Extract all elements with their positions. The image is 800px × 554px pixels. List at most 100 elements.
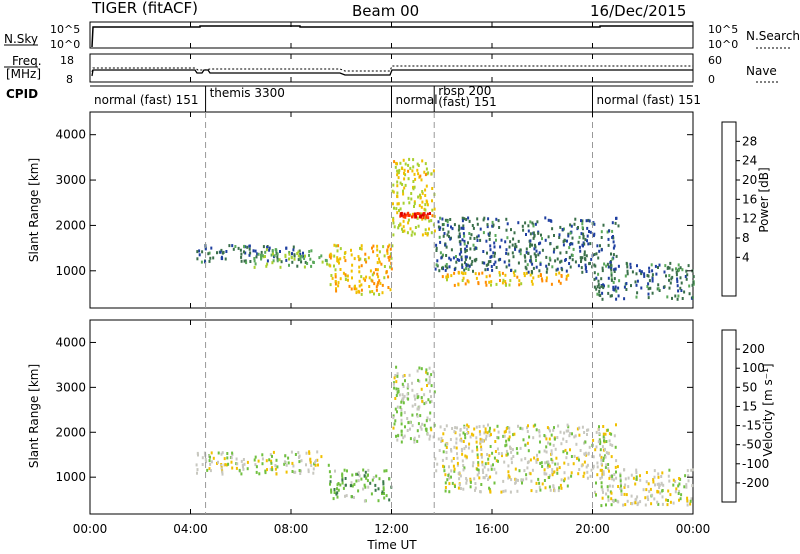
echo-cell (601, 468, 604, 472)
echo-cell (429, 426, 432, 430)
echo-cell (309, 460, 312, 464)
echo-cell (531, 282, 534, 286)
echo-cell (403, 212, 406, 216)
echo-cell (588, 219, 591, 223)
echo-cell (504, 280, 507, 283)
echo-cell (223, 457, 226, 461)
echo-cell (517, 424, 519, 428)
echo-cell (511, 251, 514, 255)
echo-cell (271, 466, 273, 470)
echo-cell (596, 285, 599, 289)
echo-cell (617, 500, 620, 504)
colorbar-tick-label: -15 (742, 419, 762, 433)
echo-cell (612, 253, 615, 257)
echo-cell (464, 436, 467, 440)
echo-cell (408, 373, 411, 377)
echo-cell (467, 216, 470, 220)
echo-cell (309, 257, 312, 261)
echo-cell (409, 166, 412, 170)
echo-cell (375, 288, 378, 292)
echo-cell (417, 422, 420, 426)
echo-cell (456, 463, 459, 467)
x-tick-label: 12:00 (374, 522, 409, 536)
echo-cell (611, 474, 614, 478)
echo-cell (560, 442, 563, 446)
echo-cell (567, 429, 570, 433)
echo-cell (402, 396, 405, 400)
echo-cell (551, 473, 554, 477)
echo-cell (573, 222, 576, 226)
echo-cell (420, 178, 423, 182)
echo-cell (505, 283, 507, 287)
echo-cell (428, 418, 431, 422)
echo-cell (568, 246, 571, 250)
echo-cell (461, 279, 464, 282)
echo-cell (458, 483, 461, 487)
echo-cell (437, 220, 440, 224)
echo-cell (231, 244, 234, 248)
echo-cell (483, 465, 486, 469)
echo-cell (610, 268, 613, 272)
echo-cell (447, 230, 450, 234)
echo-cell (411, 215, 413, 219)
echo-cell (365, 275, 368, 279)
echo-cell (523, 272, 526, 275)
echo-cell (347, 278, 349, 282)
echo-cell (535, 265, 538, 269)
echo-cell (599, 244, 601, 248)
echo-cell (488, 486, 491, 490)
echo-cell (324, 258, 327, 262)
echo-cell (455, 260, 458, 264)
echo-cell (445, 263, 448, 266)
echo-cell (396, 195, 399, 199)
echo-cell (453, 268, 456, 271)
echo-cell (400, 413, 403, 417)
echo-cell (550, 449, 553, 453)
echo-cell (548, 427, 550, 431)
echo-cell (441, 458, 444, 462)
echo-cell (600, 455, 603, 459)
echo-cell (510, 228, 512, 232)
echo-cell (204, 260, 207, 264)
echo-cell (288, 263, 290, 267)
echo-cell (413, 202, 416, 206)
echo-cell (596, 473, 599, 477)
echo-cell (272, 450, 275, 454)
echo-cell (563, 471, 566, 475)
echo-cell (565, 429, 568, 433)
echo-cell (452, 256, 455, 260)
echo-cell (549, 429, 551, 433)
echo-cell (546, 426, 549, 430)
echo-cell (443, 232, 446, 235)
echo-cell (539, 488, 542, 492)
echo-cell (505, 443, 508, 447)
echo-cell (614, 445, 617, 449)
echo-cell (389, 288, 392, 292)
echo-cell (602, 435, 605, 439)
echo-cell (677, 289, 680, 293)
echo-cell (558, 279, 560, 283)
echo-cell (556, 471, 559, 475)
echo-cell (209, 462, 212, 466)
echo-cell (386, 249, 389, 253)
echo-cell (406, 429, 409, 432)
echo-cell (269, 467, 272, 471)
echo-cell (587, 242, 590, 246)
echo-cell (220, 467, 223, 471)
echo-cell (505, 427, 508, 430)
echo-cell (425, 401, 428, 405)
echo-cell (440, 256, 443, 260)
echo-cell (401, 393, 404, 397)
echo-cell (471, 260, 474, 263)
echo-cell (444, 481, 447, 485)
echo-cell (413, 200, 416, 204)
echo-cell (529, 458, 532, 462)
echo-cell (599, 476, 602, 480)
echo-cell (339, 483, 342, 487)
echo-cell (351, 276, 353, 280)
echo-cell (648, 489, 651, 493)
echo-cell (299, 469, 302, 473)
echo-cell (497, 459, 499, 463)
echo-cell (204, 458, 207, 461)
echo-cell (608, 476, 611, 480)
